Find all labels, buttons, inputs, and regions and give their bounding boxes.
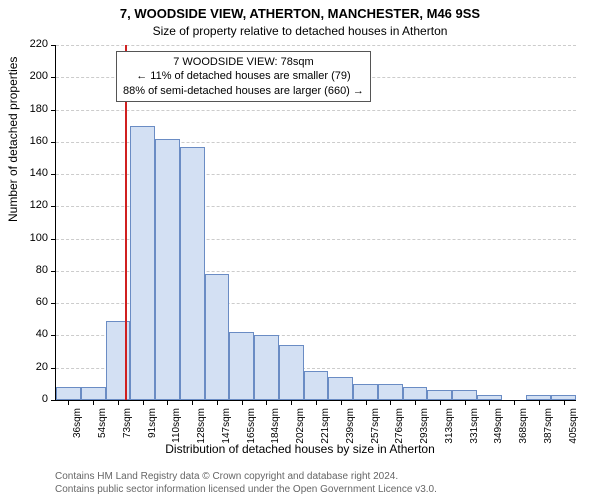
histogram-bar (229, 332, 254, 400)
x-tick (68, 400, 69, 405)
y-tick-label: 220 (18, 38, 48, 50)
x-tick (440, 400, 441, 405)
chart-container: 7, WOODSIDE VIEW, ATHERTON, MANCHESTER, … (0, 0, 600, 500)
y-tick-label: 80 (18, 264, 48, 276)
histogram-bar (452, 390, 477, 400)
histogram-bar (378, 384, 403, 400)
y-tick (51, 239, 56, 240)
histogram-bar (279, 345, 304, 400)
y-tick-label: 140 (18, 167, 48, 179)
histogram-bar (328, 377, 353, 400)
x-tick (415, 400, 416, 405)
y-tick (51, 271, 56, 272)
x-tick (143, 400, 144, 405)
histogram-bar (81, 387, 106, 400)
x-tick (167, 400, 168, 405)
y-tick (51, 45, 56, 46)
x-tick (489, 400, 490, 405)
histogram-bar (205, 274, 230, 400)
footer-line2: Contains public sector information licen… (55, 483, 437, 496)
info-box-line2: ← 11% of detached houses are smaller (79… (123, 69, 364, 83)
y-tick-label: 160 (18, 135, 48, 147)
x-tick (118, 400, 119, 405)
x-tick (242, 400, 243, 405)
y-tick-label: 40 (18, 328, 48, 340)
info-box-line3: 88% of semi-detached houses are larger (… (123, 84, 364, 98)
histogram-bar (56, 387, 81, 400)
plot-area: 02040608010012014016018020022036sqm54sqm… (55, 45, 576, 401)
y-tick (51, 142, 56, 143)
histogram-bar (353, 384, 378, 400)
y-tick-label: 200 (18, 70, 48, 82)
histogram-bar (130, 126, 155, 400)
x-tick (564, 400, 565, 405)
histogram-bar (180, 147, 205, 400)
histogram-bar (427, 390, 452, 400)
y-tick (51, 368, 56, 369)
x-tick (390, 400, 391, 405)
y-tick-label: 120 (18, 199, 48, 211)
x-tick (266, 400, 267, 405)
chart-title-sub: Size of property relative to detached ho… (0, 24, 600, 38)
y-tick (51, 206, 56, 207)
y-tick-label: 60 (18, 296, 48, 308)
y-tick-label: 180 (18, 103, 48, 115)
info-box: 7 WOODSIDE VIEW: 78sqm← 11% of detached … (116, 51, 371, 102)
y-tick-label: 100 (18, 232, 48, 244)
x-tick (341, 400, 342, 405)
y-tick (51, 174, 56, 175)
x-axis-label: Distribution of detached houses by size … (0, 442, 600, 456)
y-tick-label: 0 (18, 393, 48, 405)
footer-attribution: Contains HM Land Registry data © Crown c… (55, 470, 437, 496)
gridline (56, 45, 576, 46)
chart-title-main: 7, WOODSIDE VIEW, ATHERTON, MANCHESTER, … (0, 6, 600, 21)
info-box-line1: 7 WOODSIDE VIEW: 78sqm (123, 55, 364, 69)
x-tick (514, 400, 515, 405)
histogram-bar (304, 371, 329, 400)
x-tick (539, 400, 540, 405)
y-tick (51, 303, 56, 304)
y-tick (51, 400, 56, 401)
histogram-bar (155, 139, 180, 400)
y-tick-label: 20 (18, 361, 48, 373)
x-tick (93, 400, 94, 405)
footer-line1: Contains HM Land Registry data © Crown c… (55, 470, 437, 483)
x-tick (217, 400, 218, 405)
histogram-bar (254, 335, 279, 400)
x-tick (316, 400, 317, 405)
x-tick (366, 400, 367, 405)
x-tick (291, 400, 292, 405)
gridline (56, 110, 576, 111)
x-tick (192, 400, 193, 405)
histogram-bar (403, 387, 428, 400)
y-tick (51, 335, 56, 336)
y-tick (51, 77, 56, 78)
y-tick (51, 110, 56, 111)
x-tick (465, 400, 466, 405)
